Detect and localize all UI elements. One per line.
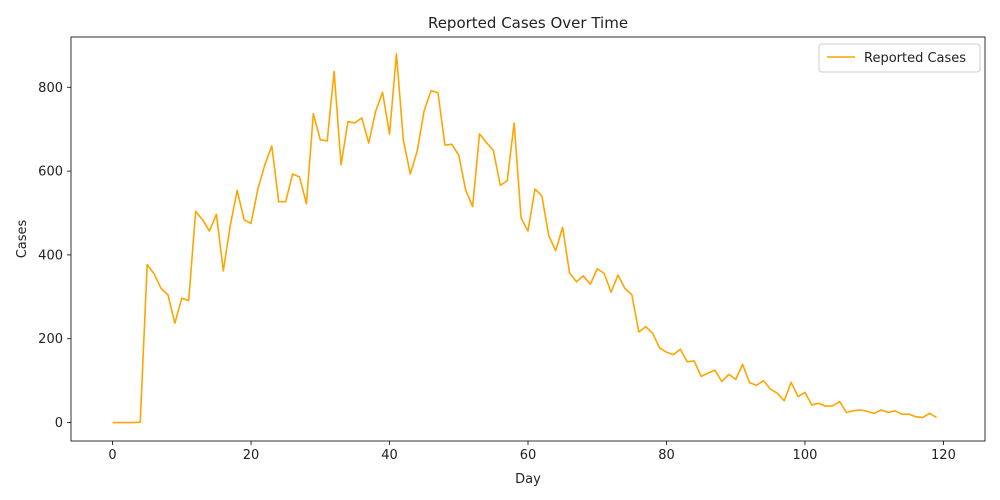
plot-area xyxy=(112,52,937,424)
x-tick-label: 60 xyxy=(520,448,537,463)
legend-box xyxy=(818,43,981,73)
y-tick-label: 200 xyxy=(38,332,63,347)
x-tick-label: 120 xyxy=(931,448,956,463)
chart-title: Reported Cases Over Time xyxy=(428,14,628,32)
x-tick-label: 100 xyxy=(793,448,818,463)
x-tick-label: 0 xyxy=(108,448,116,463)
y-tick-label: 800 xyxy=(38,81,63,96)
x-tick-label: 40 xyxy=(381,448,398,463)
axes: 0 20 40 60 80 100 120 0 200 400 600 800 xyxy=(38,36,986,463)
x-tick-label: 20 xyxy=(243,448,260,463)
y-tick-label: 0 xyxy=(55,416,63,431)
legend-entry-label: Reported Cases xyxy=(864,51,966,66)
series-line-reported-cases xyxy=(112,52,937,424)
x-tick-label: 80 xyxy=(658,448,675,463)
y-axis-label: Cases xyxy=(15,219,30,258)
legend: Reported Cases xyxy=(818,43,981,73)
y-tick-label: 600 xyxy=(38,165,63,180)
x-axis-label: Day xyxy=(515,472,541,487)
y-tick-label: 400 xyxy=(38,248,63,263)
